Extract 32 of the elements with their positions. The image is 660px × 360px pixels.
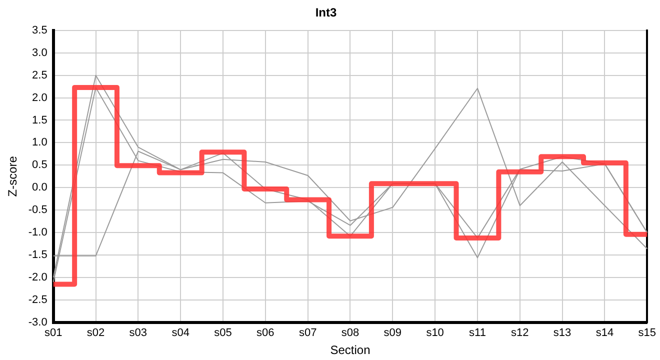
x-tick-label: s01 bbox=[44, 327, 62, 340]
y-tick-label: 2.5 bbox=[32, 69, 48, 82]
x-tick-label: s03 bbox=[129, 327, 148, 340]
x-tick-label: s12 bbox=[511, 327, 529, 340]
x-tick-label: s08 bbox=[341, 327, 360, 340]
x-tick-label: s15 bbox=[638, 327, 656, 340]
y-tick-label: 1.5 bbox=[32, 114, 48, 126]
y-tick-label: -1.0 bbox=[28, 226, 48, 239]
y-tick-label: -1.5 bbox=[28, 249, 48, 262]
x-tick-label: s06 bbox=[256, 327, 274, 340]
x-tick-label: s11 bbox=[469, 327, 486, 340]
x-tick-label: s04 bbox=[172, 327, 190, 340]
x-tick-label: s07 bbox=[298, 327, 317, 340]
y-tick-label: 2.0 bbox=[32, 92, 48, 104]
chart-title: Int3 bbox=[315, 6, 337, 20]
y-tick-label: 3.0 bbox=[32, 46, 48, 59]
y-tick-label: -2.0 bbox=[28, 272, 48, 284]
x-tick-label: s02 bbox=[86, 327, 105, 340]
y-tick-label: 0.5 bbox=[32, 159, 48, 172]
y-tick-label: -0.5 bbox=[28, 204, 48, 216]
x-tick-label: s14 bbox=[596, 327, 614, 340]
y-tick-label: -2.5 bbox=[28, 294, 48, 306]
x-tick-label: s09 bbox=[384, 327, 402, 340]
y-tick-label: 1.0 bbox=[32, 136, 48, 149]
x-tick-label: s10 bbox=[426, 327, 444, 340]
y-tick-label: -3.0 bbox=[28, 316, 48, 328]
y-tick-label: 3.5 bbox=[32, 24, 48, 36]
y-axis-title: Z-score bbox=[6, 156, 20, 197]
x-tick-label: s05 bbox=[214, 327, 232, 340]
x-axis-title: Section bbox=[330, 343, 370, 358]
x-tick-label: s13 bbox=[553, 327, 572, 340]
y-tick-label: 0.0 bbox=[32, 182, 48, 194]
